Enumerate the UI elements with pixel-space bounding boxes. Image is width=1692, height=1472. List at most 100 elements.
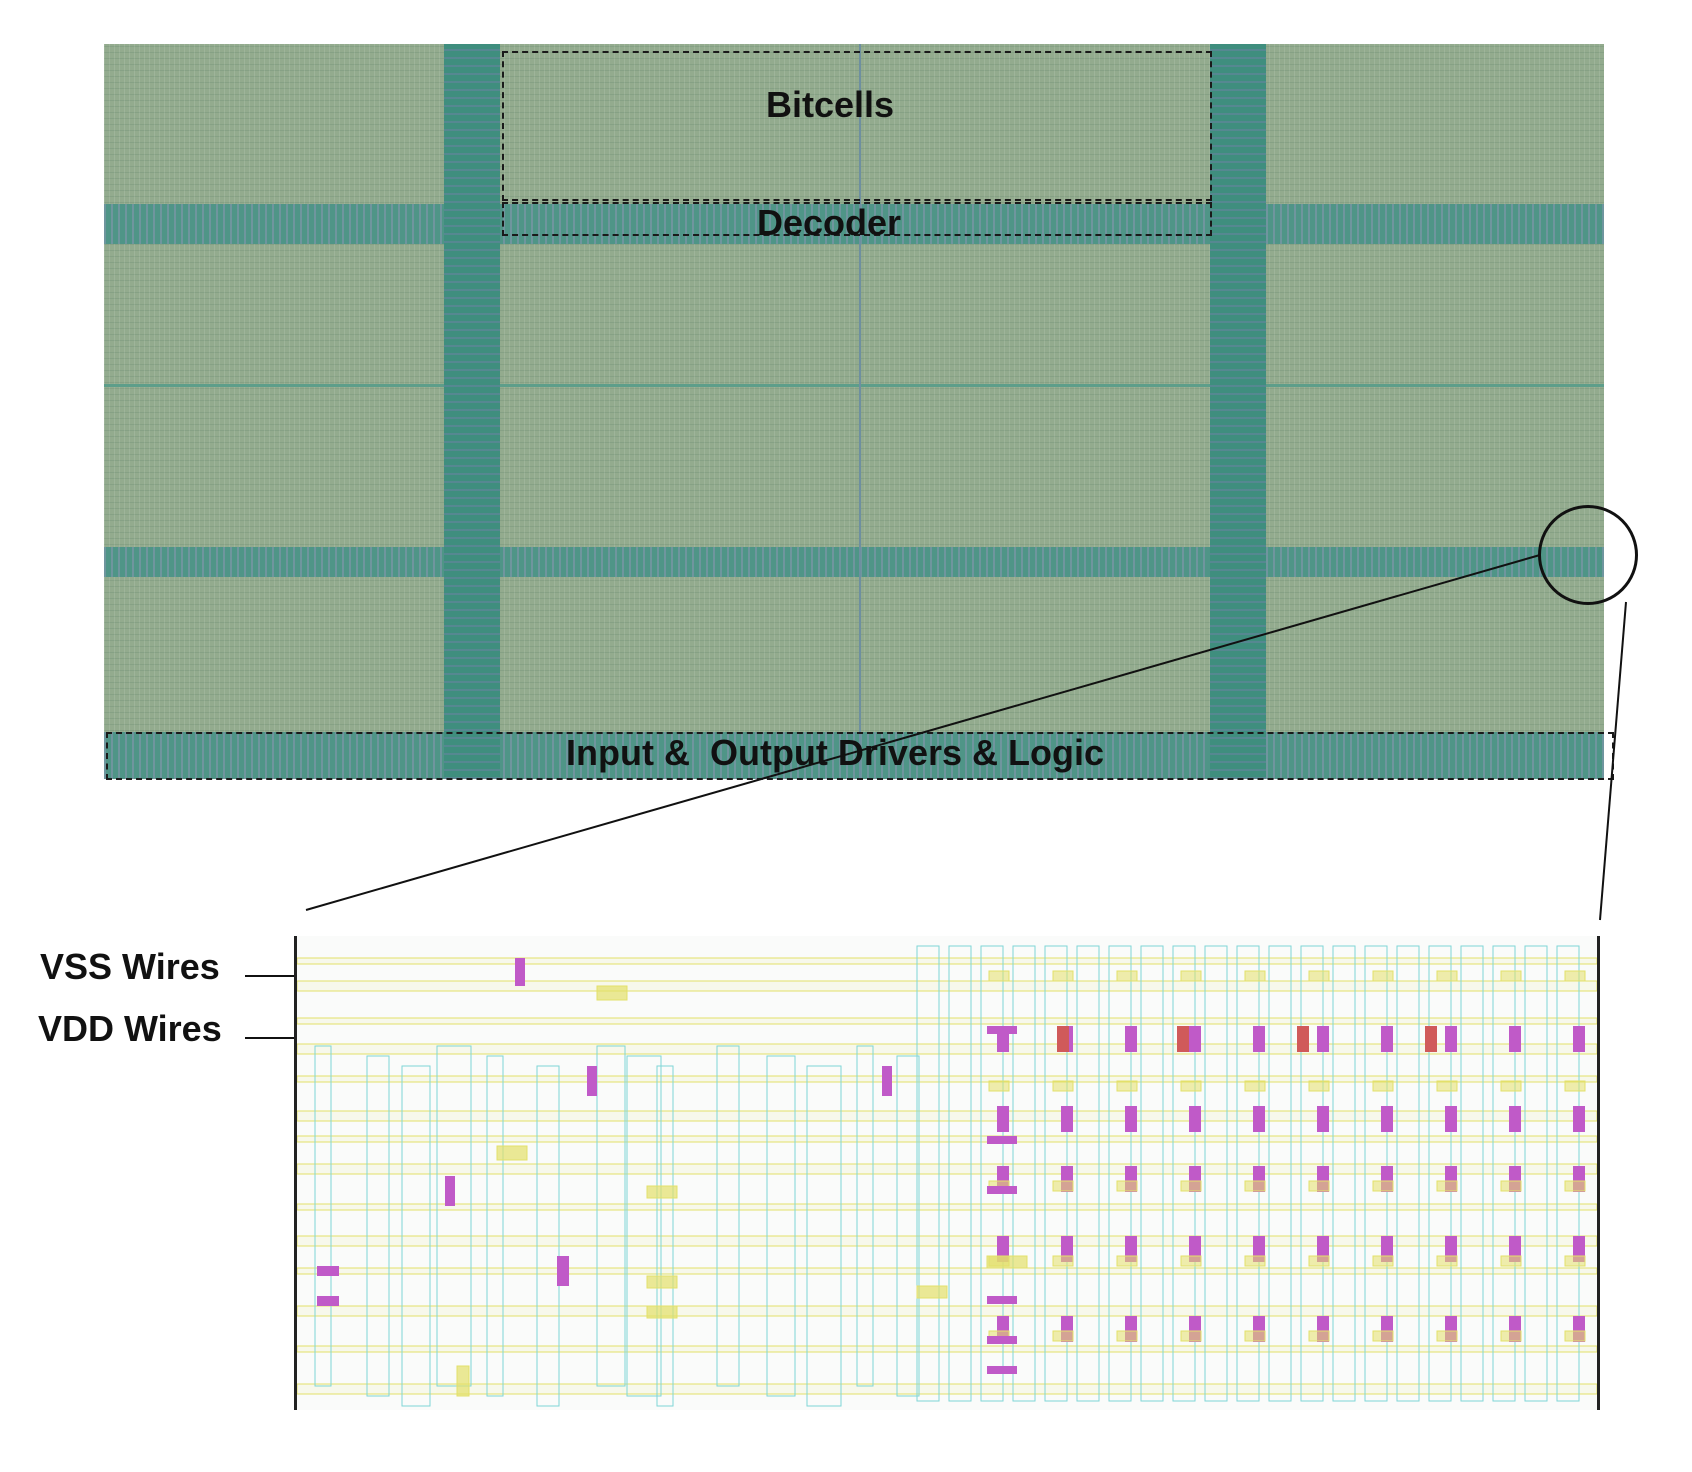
contact <box>1308 970 1330 982</box>
via <box>1509 1106 1521 1132</box>
via <box>317 1296 339 1306</box>
via <box>1125 1106 1137 1132</box>
array-center-line <box>859 44 861 779</box>
via <box>557 1256 569 1286</box>
contact <box>1308 1080 1330 1092</box>
vss-rail <box>297 1203 1597 1211</box>
vss-rail <box>297 1075 1597 1083</box>
via <box>1061 1106 1073 1132</box>
contact <box>1436 1255 1458 1267</box>
via <box>1253 1026 1265 1052</box>
contact <box>646 1185 678 1199</box>
via <box>1381 1026 1393 1052</box>
vertical-wire <box>656 1065 674 1407</box>
column-wire <box>948 945 972 1402</box>
contact <box>1244 970 1266 982</box>
contact <box>646 1275 678 1289</box>
contact <box>1372 1080 1394 1092</box>
contact <box>1436 1180 1458 1192</box>
vertical-wire <box>436 1045 472 1387</box>
contact <box>1116 1180 1138 1192</box>
column-wire <box>1076 945 1100 1402</box>
via <box>317 1266 339 1276</box>
contact <box>1436 1330 1458 1342</box>
contact <box>1500 970 1522 982</box>
vss-rail <box>297 1267 1597 1275</box>
contact <box>1500 1330 1522 1342</box>
vertical-strap-left <box>444 44 500 779</box>
column-wire <box>1012 945 1036 1402</box>
vdd-wires-label: VDD Wires <box>38 1008 222 1049</box>
contact <box>456 1365 470 1397</box>
contact <box>1436 970 1458 982</box>
zoom-line-left <box>305 554 1541 911</box>
contact <box>1180 1180 1202 1192</box>
via <box>1125 1026 1137 1052</box>
column-wire <box>916 945 940 1402</box>
via <box>1509 1026 1521 1052</box>
contact <box>1244 1255 1266 1267</box>
contact <box>1180 970 1202 982</box>
via-red <box>1177 1026 1189 1052</box>
via <box>987 1026 1017 1034</box>
contact <box>1052 970 1074 982</box>
via <box>882 1066 892 1096</box>
contact <box>1500 1180 1522 1192</box>
zoomed-layout-shapes <box>297 945 1597 1407</box>
contact <box>1244 1180 1266 1192</box>
via <box>1445 1106 1457 1132</box>
via <box>987 1366 1017 1374</box>
vertical-strap-right <box>1210 44 1266 779</box>
contact <box>1052 1080 1074 1092</box>
contact <box>646 1305 678 1319</box>
contact <box>1052 1180 1074 1192</box>
contact <box>1180 1330 1202 1342</box>
decoder-label: Decoder <box>757 202 902 243</box>
contact <box>1500 1080 1522 1092</box>
contact <box>988 970 1010 982</box>
vertical-wire <box>366 1055 390 1397</box>
contact <box>1116 1330 1138 1342</box>
column-wire <box>1460 945 1484 1402</box>
vdd-rail <box>297 1163 1597 1175</box>
via <box>1573 1026 1585 1052</box>
vss-rail <box>297 1345 1597 1353</box>
via <box>587 1066 597 1096</box>
column-wire <box>1140 945 1164 1402</box>
array-row-divider <box>104 384 1604 387</box>
vss-rail <box>297 1135 1597 1143</box>
contact <box>1244 1330 1266 1342</box>
contact <box>1372 1330 1394 1342</box>
decoder-band-middle <box>104 547 1604 577</box>
via <box>1189 1026 1201 1052</box>
vertical-wire <box>536 1065 560 1407</box>
contact <box>1564 1255 1586 1267</box>
contact <box>1116 1080 1138 1092</box>
via <box>987 1136 1017 1144</box>
contact <box>1052 1255 1074 1267</box>
column-wire <box>1396 945 1420 1402</box>
vertical-wire <box>806 1065 842 1407</box>
via <box>445 1176 455 1206</box>
contact <box>1180 1255 1202 1267</box>
contact <box>1180 1080 1202 1092</box>
contact <box>1564 1330 1586 1342</box>
contact <box>1308 1180 1330 1192</box>
via <box>515 958 525 986</box>
contact <box>1116 970 1138 982</box>
via <box>1317 1026 1329 1052</box>
vss-rail <box>297 957 1597 965</box>
contact <box>1308 1330 1330 1342</box>
column-wire <box>1268 945 1292 1402</box>
via <box>1381 1106 1393 1132</box>
via <box>997 1106 1009 1132</box>
zoomed-layout-detail <box>294 936 1600 1410</box>
column-wire <box>1204 945 1228 1402</box>
vertical-wire <box>716 1045 740 1387</box>
vertical-wire <box>314 1045 332 1387</box>
zoom-line-right <box>1599 601 1627 921</box>
contact <box>1372 970 1394 982</box>
via-red <box>1425 1026 1437 1052</box>
sram-layout <box>104 44 1614 780</box>
via-red <box>1057 1026 1069 1052</box>
